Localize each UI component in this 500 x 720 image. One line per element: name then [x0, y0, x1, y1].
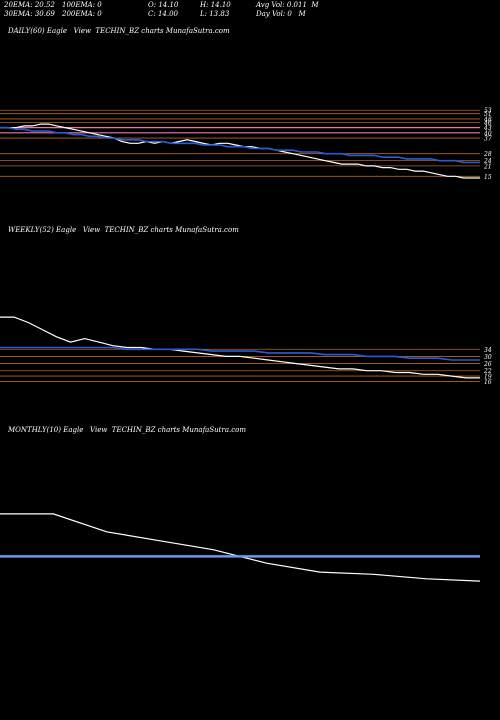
weekly-level-label: 16	[484, 379, 492, 386]
ema200-readout: 200EMA: 0	[62, 10, 102, 18]
weekly-level-label: 19	[484, 374, 492, 381]
weekly-panel-title: WEEKLY(52) Eagle View TECHIN_BZ charts M…	[8, 226, 239, 234]
weekly-level-label: 30	[484, 354, 492, 361]
daily-level-label: 53	[484, 108, 492, 115]
weekly-level-label: 26	[483, 361, 492, 368]
open-readout: O: 14.10	[148, 1, 179, 9]
ema20-readout: 20EMA: 20.52	[4, 1, 55, 9]
weekly-ema-line	[0, 346, 480, 361]
daily-ema-line	[0, 126, 480, 164]
avg-vol-readout: Avg Vol: 0.011 M	[256, 1, 319, 9]
daily-level-label: 48	[483, 116, 492, 123]
daily-level-label: 21	[483, 163, 492, 170]
daily-level-label: 15	[484, 174, 492, 181]
ema100-readout: 100EMA: 0	[62, 1, 102, 9]
weekly-level-label: 34	[484, 347, 492, 354]
daily-level-label: 37	[484, 136, 492, 143]
monthly-panel-title: MONTHLY(10) Eagle View TECHIN_BZ charts …	[8, 426, 246, 434]
monthly-price-line	[0, 513, 481, 582]
weekly-price-line	[0, 316, 480, 379]
daily-level-label: 43	[483, 125, 492, 132]
ema30-readout: 30EMA: 30.69	[4, 10, 55, 18]
daily-price-line	[0, 123, 480, 179]
high-readout: H: 14.10	[200, 1, 231, 9]
day-vol-readout: Day Vol: 0 M	[256, 10, 306, 18]
daily-level-label: 40	[483, 130, 492, 137]
weekly-level-label: 22	[483, 368, 492, 375]
daily-level-label: 51	[484, 111, 492, 118]
low-readout: L: 13.83	[200, 10, 230, 18]
daily-level-label: 24	[483, 158, 492, 165]
daily-panel-title: DAILY(60) Eagle View TECHIN_BZ charts Mu…	[8, 27, 230, 35]
daily-level-label: 28	[483, 151, 492, 158]
daily-level-label: 46	[483, 120, 492, 127]
close-readout: C: 14.00	[148, 10, 178, 18]
